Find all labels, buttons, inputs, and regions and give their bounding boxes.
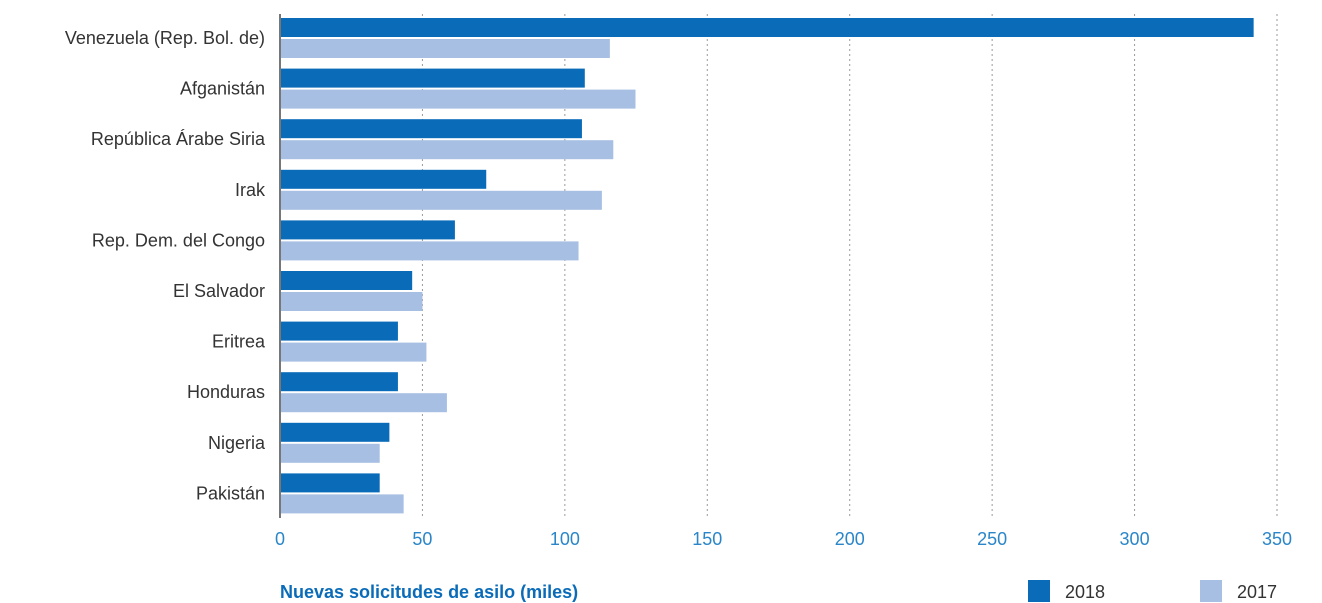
legend-swatch-2018 [1028, 580, 1050, 602]
category-label: Afganistán [180, 79, 265, 99]
legend-label: 2017 [1237, 582, 1277, 602]
category-label: Rep. Dem. del Congo [92, 230, 265, 250]
bar-2018 [280, 321, 398, 341]
category-label: Irak [235, 180, 266, 200]
x-tick-label: 50 [412, 529, 432, 549]
x-tick-label: 250 [977, 529, 1007, 549]
category-label: El Salvador [173, 281, 265, 301]
grid-lines [421, 14, 1278, 518]
x-tick-label: 300 [1120, 529, 1150, 549]
bar-2018 [280, 422, 390, 442]
bar-2017 [280, 39, 610, 58]
category-label: Honduras [187, 382, 265, 402]
category-label: República Árabe Siria [91, 129, 266, 149]
bar-2017 [280, 241, 579, 261]
x-tick-label: 200 [835, 529, 865, 549]
category-label: Venezuela (Rep. Bol. de) [65, 28, 265, 48]
bar-2018 [280, 119, 582, 139]
legend-label: 2018 [1065, 582, 1105, 602]
category-label: Pakistán [196, 483, 265, 503]
bar-2018 [280, 473, 380, 493]
bar-2017 [280, 140, 614, 160]
x-tick-labels: 0 50 100 150 200 250 300 350 [275, 529, 1292, 549]
x-tick-label: 0 [275, 529, 285, 549]
bars [280, 18, 1254, 514]
x-tick-label: 100 [550, 529, 580, 549]
bar-2017 [280, 292, 423, 311]
bar-2018 [280, 18, 1254, 37]
bar-2018 [280, 169, 487, 189]
bar-2017 [280, 89, 636, 109]
bar-2018 [280, 271, 413, 290]
category-labels: Venezuela (Rep. Bol. de) Afganistán Repúbl… [65, 28, 266, 503]
bar-2018 [280, 372, 398, 392]
category-label: Eritrea [212, 332, 266, 352]
bar-2018 [280, 68, 585, 88]
x-tick-label: 350 [1262, 529, 1292, 549]
bar-2017 [280, 494, 404, 514]
bar-2017 [280, 393, 447, 413]
bar-2017 [280, 342, 427, 362]
category-label: Nigeria [208, 433, 266, 453]
x-axis-title: Nuevas solicitudes de asilo (miles) [280, 582, 578, 602]
bar-2017 [280, 443, 380, 463]
x-tick-label: 150 [692, 529, 722, 549]
legend: 2018 2017 [1028, 580, 1277, 602]
legend-swatch-2017 [1200, 580, 1222, 602]
bar-2017 [280, 190, 602, 210]
bar-2018 [280, 220, 455, 240]
